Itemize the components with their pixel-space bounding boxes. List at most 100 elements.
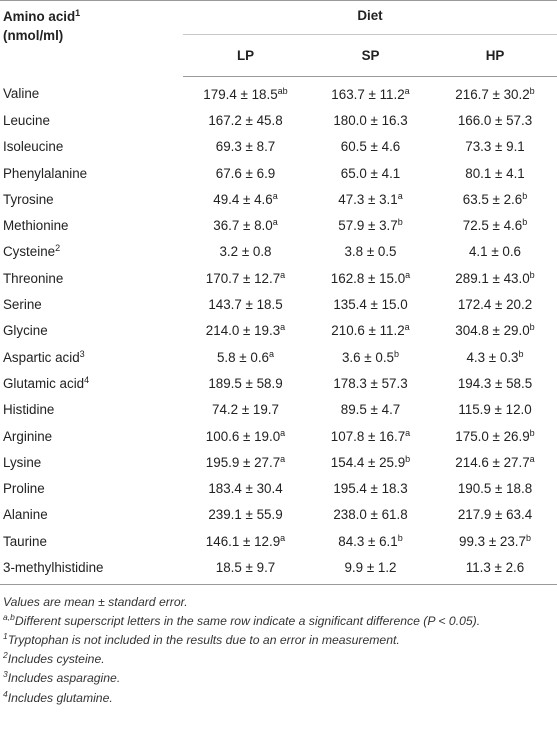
value-cell-lp: 239.1 ± 55.9 — [183, 502, 308, 528]
mean-se-value: 216.7 ± 30.2 — [455, 86, 530, 102]
significance-letter: ab — [277, 85, 288, 96]
significance-letter: b — [529, 85, 535, 96]
amino-acid-label: Valine — [3, 86, 40, 102]
column-header-sp: SP — [308, 34, 433, 77]
mean-se-value: 73.3 ± 9.1 — [465, 139, 525, 155]
significance-letter: a — [405, 269, 411, 280]
value-cell-lp: 179.4 ± 18.5ab — [183, 77, 308, 108]
amino-acid-name: Cysteine2 — [0, 239, 183, 265]
value-cell-lp: 49.4 ± 4.6a — [183, 186, 308, 212]
value-cell-lp: 18.5 ± 9.7 — [183, 554, 308, 585]
column-header-hp: HP — [433, 34, 557, 77]
footnote-marker: 3 — [3, 669, 8, 680]
header-amino-label: Amino acid — [3, 9, 76, 24]
value-cell-sp: 163.7 ± 11.2a — [308, 77, 433, 108]
amino-acid-name: Glycine — [0, 318, 183, 344]
mean-se-value: 146.1 ± 12.9 — [205, 533, 281, 549]
mean-se-value: 210.6 ± 11.2 — [331, 323, 405, 339]
mean-se-value: 65.0 ± 4.1 — [340, 165, 401, 181]
value-cell-hp: 72.5 ± 4.6b — [433, 212, 557, 238]
mean-se-value: 304.8 ± 29.0 — [455, 323, 530, 339]
footnote-text: Tryptophan is not included in the result… — [7, 633, 400, 648]
amino-acid-label: Threonine — [3, 270, 64, 286]
amino-acid-name: Aspartic acid3 — [0, 344, 183, 370]
significance-letter: b — [525, 532, 531, 543]
mean-se-value: 4.1 ± 0.6 — [468, 244, 522, 260]
mean-se-value: 163.7 ± 11.2 — [331, 86, 405, 102]
value-cell-sp: 180.0 ± 16.3 — [308, 107, 433, 133]
mean-se-value: 194.3 ± 58.5 — [457, 375, 533, 391]
amino-acid-name: Leucine — [0, 107, 183, 133]
significance-letter: a — [280, 322, 286, 333]
table-row: Leucine 167.2 ± 45.8 180.0 ± 16.3 166.0 ± 5… — [0, 107, 557, 133]
header-amino-acid: Amino acid1 (nmol/ml) — [0, 0, 183, 77]
amino-acid-name: Serine — [0, 291, 183, 317]
mean-se-value: 175.0 ± 26.9 — [455, 428, 530, 444]
amino-acid-label: Histidine — [3, 402, 55, 418]
significance-letter: b — [522, 190, 528, 201]
mean-se-value: 167.2 ± 45.8 — [208, 112, 283, 128]
significance-letter: b — [529, 427, 535, 438]
amino-acid-name: Methionine — [0, 212, 183, 238]
footnote-text: Includes asparagine. — [7, 671, 121, 686]
value-cell-sp: 47.3 ± 3.1a — [308, 186, 433, 212]
footnote-line: 2Includes cysteine. — [3, 650, 557, 669]
value-cell-sp: 84.3 ± 6.1b — [308, 528, 433, 554]
value-cell-lp: 146.1 ± 12.9a — [183, 528, 308, 554]
value-cell-hp: 216.7 ± 30.2b — [433, 77, 557, 108]
mean-se-value: 99.3 ± 23.7 — [459, 533, 526, 549]
footnote-text: Different superscript letters in the sam… — [14, 613, 481, 628]
value-cell-sp: 210.6 ± 11.2a — [308, 318, 433, 344]
footnote-marker: 2 — [3, 650, 8, 661]
mean-se-value: 36.7 ± 8.0 — [213, 218, 273, 234]
value-cell-lp: 67.6 ± 6.9 — [183, 160, 308, 186]
value-cell-sp: 135.4 ± 15.0 — [308, 291, 433, 317]
value-cell-sp: 178.3 ± 57.3 — [308, 370, 433, 396]
significance-letter: a — [280, 532, 286, 543]
mean-se-value: 172.4 ± 20.2 — [457, 297, 533, 313]
mean-se-value: 74.2 ± 19.7 — [212, 402, 279, 418]
amino-acid-name: Isoleucine — [0, 134, 183, 160]
mean-se-value: 154.4 ± 25.9 — [330, 454, 406, 470]
amino-acid-label: Glutamic acid — [3, 375, 85, 391]
footnote-marker: 3 — [79, 348, 85, 359]
footnote-text: Values are mean ± standard error. — [3, 594, 188, 609]
amino-acid-name: Phenylalanine — [0, 160, 183, 186]
amino-acid-label: 3-methylhistidine — [3, 559, 104, 575]
amino-acid-name: Threonine — [0, 265, 183, 291]
amino-acid-name: Alanine — [0, 502, 183, 528]
value-cell-sp: 154.4 ± 25.9b — [308, 449, 433, 475]
amino-acid-name: Proline — [0, 475, 183, 501]
mean-se-value: 69.3 ± 8.7 — [215, 139, 276, 155]
footnote-marker: 2 — [55, 243, 61, 254]
table-row: Phenylalanine 67.6 ± 6.9 65.0 ± 4.1 80.1 ± … — [0, 160, 557, 186]
mean-se-value: 3.6 ± 0.5 — [341, 349, 394, 365]
value-cell-sp: 3.6 ± 0.5b — [308, 344, 433, 370]
value-cell-lp: 69.3 ± 8.7 — [183, 134, 308, 160]
mean-se-value: 3.8 ± 0.5 — [344, 244, 397, 260]
amino-acid-label: Methionine — [3, 218, 69, 234]
mean-se-value: 289.1 ± 43.0 — [455, 270, 530, 286]
significance-letter: b — [405, 453, 411, 464]
amino-acid-label: Taurine — [3, 533, 47, 549]
table-row: Serine 143.7 ± 18.5 135.4 ± 15.0 172.4 ± 20… — [0, 291, 557, 317]
value-cell-lp: 189.5 ± 58.9 — [183, 370, 308, 396]
value-cell-lp: 183.4 ± 30.4 — [183, 475, 308, 501]
amino-acid-label: Alanine — [3, 507, 48, 523]
value-cell-lp: 5.8 ± 0.6a — [183, 344, 308, 370]
footnote-text: Includes glutamine. — [7, 690, 113, 705]
value-cell-hp: 289.1 ± 43.0b — [433, 265, 557, 291]
amino-acid-name: Glutamic acid4 — [0, 370, 183, 396]
table-row: Isoleucine 69.3 ± 8.7 60.5 ± 4.6 73.3 ± 9.1 — [0, 134, 557, 160]
mean-se-value: 60.5 ± 4.6 — [340, 139, 401, 155]
value-cell-lp: 74.2 ± 19.7 — [183, 397, 308, 423]
value-cell-sp: 9.9 ± 1.2 — [308, 554, 433, 585]
table-row: Proline 183.4 ± 30.4 195.4 ± 18.3 190.5 ± 1… — [0, 475, 557, 501]
significance-letter: b — [397, 532, 403, 543]
significance-letter: b — [518, 348, 524, 359]
value-cell-lp: 167.2 ± 45.8 — [183, 107, 308, 133]
significance-letter: a — [280, 427, 286, 438]
mean-se-value: 179.4 ± 18.5 — [203, 86, 278, 102]
table-row: Aspartic acid3 5.8 ± 0.6a 3.6 ± 0.5b 4.3 ± … — [0, 344, 557, 370]
amino-acid-name: Histidine — [0, 397, 183, 423]
